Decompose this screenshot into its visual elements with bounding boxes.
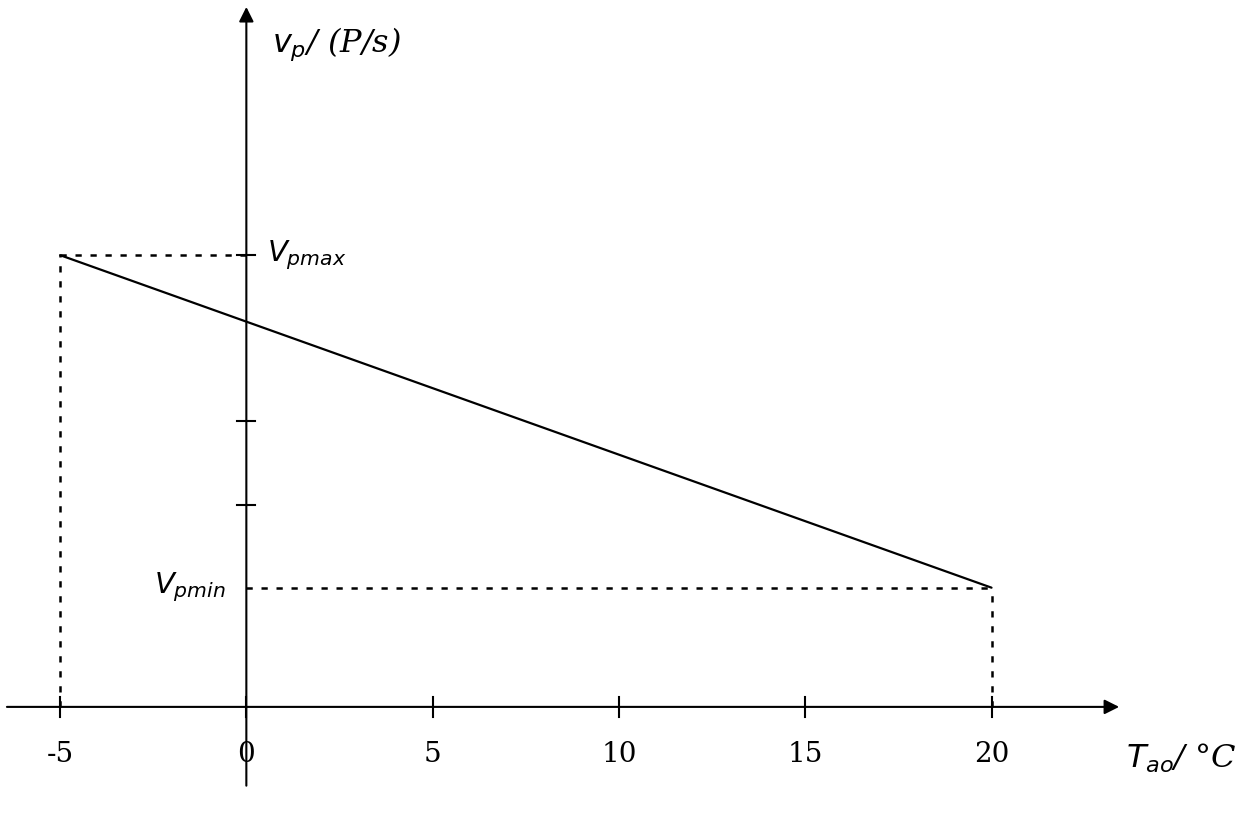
Text: $V_{pmax}$: $V_{pmax}$ bbox=[267, 238, 346, 272]
Text: 20: 20 bbox=[973, 742, 1009, 769]
Text: 10: 10 bbox=[601, 742, 636, 769]
Text: $V_{pmin}$: $V_{pmin}$ bbox=[154, 571, 226, 605]
Text: -5: -5 bbox=[46, 742, 73, 769]
Text: 5: 5 bbox=[424, 742, 441, 769]
Text: $v_p$/ (P/s): $v_p$/ (P/s) bbox=[273, 26, 402, 63]
Text: $T_{ao}$/ °C: $T_{ao}$/ °C bbox=[1126, 742, 1236, 775]
Text: 0: 0 bbox=[238, 742, 255, 769]
Text: 15: 15 bbox=[787, 742, 823, 769]
